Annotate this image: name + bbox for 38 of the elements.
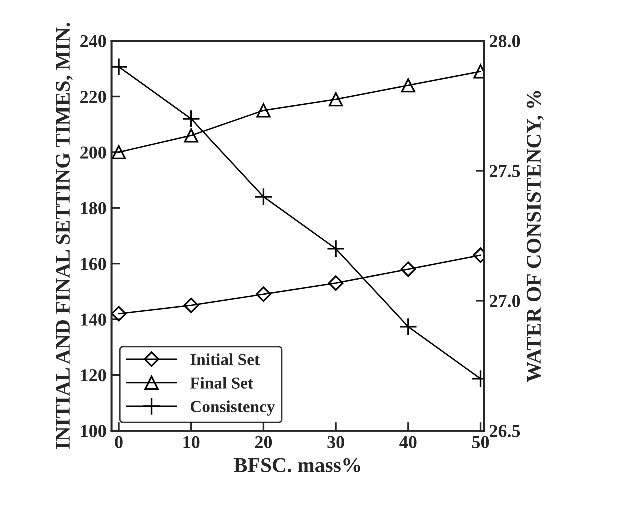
- point: [184, 128, 198, 143]
- y-tick-label: 240: [80, 35, 106, 48]
- y-tick-label: 120: [81, 369, 106, 382]
- y2-tick-label: 27.0: [490, 295, 520, 308]
- x-tick-label: 10: [184, 436, 200, 448]
- y2-tick-label: 26.5: [490, 425, 520, 438]
- x-tick-label: 20: [255, 436, 272, 448]
- point: [254, 188, 273, 206]
- y-tick-label: 180: [81, 202, 106, 215]
- point: [400, 262, 416, 278]
- point: [256, 286, 272, 302]
- point: [184, 298, 200, 314]
- x-axis-title: BFSC. mass%: [234, 458, 360, 472]
- y-tick-label: 200: [80, 146, 106, 159]
- y-tick-label: 140: [81, 314, 106, 326]
- y2-axis-title: WATER OF CONSISTENCY, %: [526, 91, 544, 382]
- y-axis-title: INITIAL AND FINAL SETTING TIMES, MIN.: [56, 23, 74, 449]
- point: [401, 78, 416, 93]
- x-tick-label: 30: [328, 436, 344, 448]
- point: [182, 110, 201, 128]
- legend-label: Initial Set: [190, 354, 260, 366]
- point: [326, 240, 346, 258]
- point: [399, 318, 418, 336]
- x-tick-label: 0: [115, 436, 123, 448]
- point: [328, 92, 344, 107]
- x-tick-label: 50: [472, 436, 490, 448]
- point: [112, 306, 127, 322]
- point: [328, 276, 344, 292]
- x-tick-label: 40: [400, 436, 417, 448]
- legend-label: Consistency: [190, 400, 276, 416]
- y-tick-label: 220: [80, 90, 106, 104]
- point: [256, 104, 271, 118]
- y-tick-label: 160: [81, 258, 106, 270]
- y-tick-label: 100: [81, 425, 106, 438]
- y2-tick-label: 28.0: [490, 35, 520, 48]
- legend-label: Final Set: [190, 377, 254, 389]
- y2-tick-label: 27.5: [490, 165, 520, 178]
- point: [112, 145, 126, 160]
